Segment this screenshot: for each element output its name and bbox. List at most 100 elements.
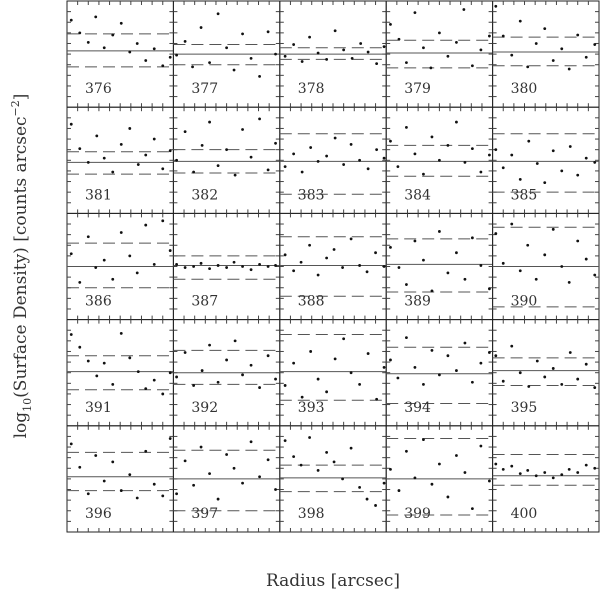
data-point	[216, 497, 220, 501]
data-point	[438, 373, 441, 377]
data-point	[422, 438, 425, 442]
panel-label: 379	[404, 81, 431, 97]
data-point	[168, 55, 172, 59]
data-point	[396, 376, 400, 380]
data-point	[128, 127, 132, 130]
data-point	[526, 243, 530, 247]
panel-label: 393	[298, 400, 325, 416]
data-point	[225, 453, 229, 456]
panel: 391	[66, 319, 174, 427]
data-point	[446, 495, 450, 499]
data-point	[241, 373, 244, 377]
data-point	[225, 46, 229, 50]
data-point	[136, 370, 140, 374]
data-point	[208, 61, 211, 64]
data-point	[233, 339, 237, 343]
data-point	[135, 271, 139, 275]
panel: 380	[492, 0, 600, 108]
data-point	[69, 442, 73, 446]
data-point	[183, 459, 187, 463]
data-point	[593, 386, 597, 389]
data-point	[152, 378, 156, 382]
panel-frame	[279, 319, 387, 427]
data-point	[405, 336, 408, 340]
panel-label: 395	[511, 400, 538, 416]
data-point	[241, 265, 244, 268]
data-point	[576, 239, 580, 243]
data-point	[168, 437, 172, 440]
data-point	[128, 254, 132, 258]
data-point	[69, 122, 73, 126]
data-point	[274, 52, 277, 56]
data-point	[135, 496, 139, 500]
data-point	[183, 130, 187, 134]
panel: 389	[385, 212, 494, 321]
data-point	[389, 139, 392, 143]
panel: 381	[66, 106, 174, 214]
data-point	[183, 39, 187, 43]
data-point	[161, 167, 165, 171]
data-point	[382, 156, 386, 160]
panel-frame	[492, 425, 600, 533]
data-point	[102, 361, 106, 365]
data-point	[365, 270, 369, 274]
data-point	[216, 12, 220, 16]
data-point	[232, 466, 236, 470]
data-point	[551, 227, 555, 231]
data-point	[161, 494, 165, 498]
data-point	[299, 463, 303, 467]
data-point	[422, 382, 425, 386]
data-point	[358, 485, 361, 489]
data-point	[241, 128, 244, 131]
data-point	[382, 45, 386, 49]
data-point	[283, 54, 287, 58]
data-point	[551, 59, 555, 62]
data-point	[144, 387, 148, 391]
data-point	[274, 141, 277, 145]
data-point	[501, 261, 505, 265]
panel-label: 386	[85, 294, 112, 310]
data-point	[488, 287, 491, 291]
panel-label: 378	[298, 81, 325, 97]
data-point	[119, 332, 123, 335]
data-point	[430, 482, 434, 486]
data-point	[455, 251, 458, 255]
data-point	[216, 264, 220, 267]
panel-label: 382	[191, 187, 218, 203]
panel-label: 390	[511, 294, 538, 310]
data-point	[102, 479, 106, 483]
data-point	[274, 488, 277, 491]
data-point	[518, 19, 522, 23]
data-point	[543, 181, 547, 185]
data-point	[225, 148, 229, 152]
data-point	[488, 351, 491, 354]
data-point	[86, 235, 90, 239]
data-point	[510, 344, 514, 348]
panel-label: 398	[298, 506, 325, 522]
data-point	[479, 48, 483, 52]
data-point	[94, 15, 98, 19]
data-point	[199, 26, 203, 29]
data-point	[463, 277, 467, 281]
data-point	[152, 137, 156, 141]
data-point	[560, 473, 564, 477]
data-point	[316, 273, 320, 277]
data-point	[438, 462, 441, 466]
data-point	[584, 362, 588, 366]
data-point	[551, 367, 555, 370]
data-point	[535, 359, 539, 363]
data-point	[241, 32, 244, 36]
data-point	[258, 117, 261, 121]
data-point	[438, 31, 441, 35]
data-point	[455, 120, 458, 124]
data-point	[128, 356, 132, 360]
panel-label: 384	[404, 187, 431, 203]
data-point	[274, 264, 277, 267]
data-point	[161, 219, 165, 223]
panel: 386	[66, 212, 174, 321]
panel-label: 396	[85, 506, 112, 522]
data-point	[168, 249, 172, 252]
data-point	[375, 62, 379, 66]
data-point	[309, 146, 313, 149]
